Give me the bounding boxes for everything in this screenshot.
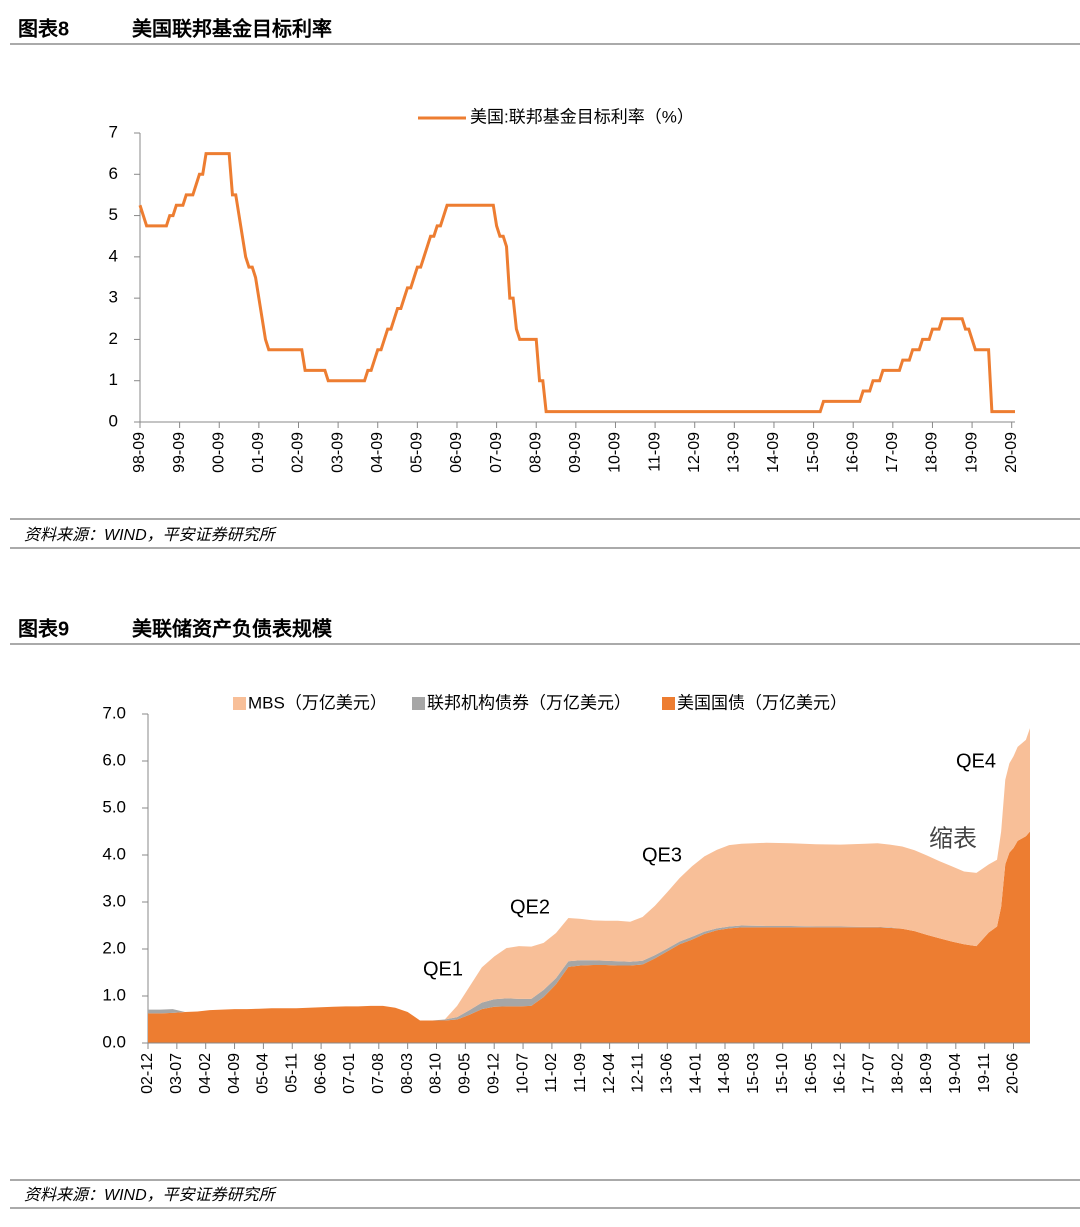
legend-label: 美国国债（万亿美元） [677, 693, 847, 712]
y-tick-label: 6.0 [102, 750, 126, 769]
x-tick-label: 20-06 [1005, 1053, 1022, 1094]
y-tick-label: 1 [109, 370, 118, 389]
x-tick-label: 08-03 [399, 1053, 416, 1094]
x-tick-label: 07-08 [370, 1053, 387, 1094]
y-tick-label: 7.0 [102, 703, 126, 722]
x-tick-label: 08-10 [428, 1053, 445, 1094]
x-tick-label: 00-09 [210, 432, 227, 473]
legend-label: 美国:联邦基金目标利率（%） [470, 107, 694, 126]
x-tick-label: 05-09 [409, 432, 426, 473]
legend-label: 联邦机构债券（万亿美元） [427, 693, 631, 712]
annotation: 缩表 [929, 825, 977, 852]
x-tick-label: 15-09 [805, 432, 822, 473]
x-tick-label: 07-09 [488, 432, 505, 473]
x-tick-label: 05-11 [283, 1053, 300, 1093]
legend-swatch [662, 697, 675, 710]
area [148, 831, 1030, 1043]
x-tick-label: 04-09 [369, 432, 386, 473]
area [148, 728, 1030, 1021]
annotation: QE3 [642, 844, 682, 866]
x-tick-label: 11-09 [572, 1053, 589, 1093]
legend-label: MBS（万亿美元） [248, 693, 387, 712]
x-tick-label: 11-02 [543, 1053, 560, 1093]
x-tick-label: 20-09 [1003, 432, 1020, 473]
x-tick-label: 14-08 [716, 1053, 733, 1094]
x-tick-label: 12-11 [630, 1053, 647, 1093]
x-tick-label: 13-06 [659, 1053, 676, 1094]
y-tick-label: 5.0 [102, 797, 126, 816]
x-tick-label: 11-09 [646, 432, 663, 472]
x-tick-label: 04-02 [197, 1053, 214, 1094]
y-tick-label: 4 [109, 246, 118, 265]
x-tick-label: 04-09 [226, 1053, 243, 1094]
x-tick-label: 15-03 [745, 1053, 762, 1094]
y-tick-label: 5 [109, 205, 118, 224]
x-tick-label: 02-09 [290, 432, 307, 473]
annotation: QE4 [956, 750, 996, 772]
x-tick-label: 16-05 [803, 1053, 820, 1094]
figure-title: 美联储资产负债表规模 [132, 616, 333, 640]
x-tick-label: 13-09 [726, 432, 743, 473]
line [138, 152, 1015, 414]
y-tick-label: 1.0 [102, 985, 126, 1004]
annotation: QE1 [423, 958, 463, 980]
x-tick-label: 06-06 [312, 1053, 329, 1094]
y-tick-label: 2.0 [102, 938, 126, 957]
x-tick-label: 18-09 [924, 432, 941, 473]
x-tick-label: 12-09 [686, 432, 703, 473]
y-tick-label: 4.0 [102, 844, 126, 863]
x-tick-label: 16-09 [844, 432, 861, 473]
x-tick-label: 19-09 [963, 432, 980, 473]
x-tick-label: 06-09 [448, 432, 465, 473]
x-tick-label: 01-09 [250, 432, 267, 473]
y-tick-label: 3.0 [102, 891, 126, 910]
figure-label: 图表9 [18, 616, 69, 640]
x-tick-label: 03-07 [168, 1053, 185, 1094]
x-tick-label: 09-09 [567, 432, 584, 473]
figure-label: 图表8 [18, 16, 69, 40]
x-tick-label: 18-02 [889, 1053, 906, 1094]
x-tick-label: 02-12 [139, 1053, 156, 1094]
x-tick-label: 07-01 [341, 1053, 358, 1094]
x-tick-label: 14-09 [765, 432, 782, 473]
x-tick-label: 16-12 [832, 1053, 849, 1094]
x-tick-label: 12-04 [601, 1053, 618, 1094]
x-tick-label: 14-01 [687, 1053, 704, 1094]
x-tick-label: 03-09 [329, 432, 346, 473]
source: 资料来源：WIND，平安证券研究所 [24, 1186, 278, 1204]
y-tick-label: 2 [109, 329, 118, 348]
x-tick-label: 19-11 [976, 1053, 993, 1093]
x-tick-label: 15-10 [774, 1053, 791, 1094]
x-tick-label: 18-09 [918, 1053, 935, 1094]
source: 资料来源：WIND，平安证券研究所 [24, 526, 278, 544]
y-tick-label: 3 [109, 288, 118, 307]
x-tick-label: 17-09 [884, 432, 901, 473]
x-tick-label: 10-07 [514, 1053, 531, 1094]
x-tick-label: 10-09 [607, 432, 624, 473]
x-tick-label: 09-05 [457, 1053, 474, 1094]
x-tick-label: 17-07 [860, 1053, 877, 1094]
x-tick-label: 05-04 [255, 1053, 272, 1094]
y-tick-label: 7 [109, 122, 118, 141]
x-tick-label: 19-04 [947, 1053, 964, 1094]
legend-swatch [412, 697, 425, 710]
figure-title: 美国联邦基金目标利率 [132, 16, 332, 40]
x-tick-label: 98-09 [131, 432, 148, 473]
y-tick-label: 6 [109, 164, 118, 183]
y-tick-label: 0.0 [102, 1032, 126, 1051]
legend-swatch [233, 697, 246, 710]
x-tick-label: 09-12 [485, 1053, 502, 1094]
y-tick-label: 0 [109, 411, 118, 430]
x-tick-label: 08-09 [527, 432, 544, 473]
x-tick-label: 99-09 [171, 432, 188, 473]
annotation: QE2 [510, 896, 550, 918]
